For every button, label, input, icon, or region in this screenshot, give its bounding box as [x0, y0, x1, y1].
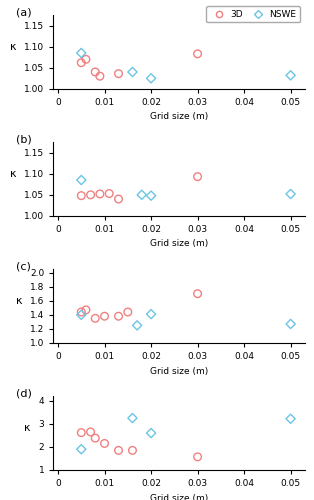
Text: (c): (c) [16, 262, 30, 272]
Text: (b): (b) [16, 134, 31, 144]
Point [88, 428, 93, 436]
Point [102, 440, 107, 448]
Point [79, 311, 84, 319]
X-axis label: Grid size (m): Grid size (m) [150, 494, 208, 500]
Point [79, 428, 84, 436]
Point [79, 445, 84, 453]
Point [116, 70, 121, 78]
Y-axis label: κ: κ [10, 42, 16, 52]
Point [149, 74, 154, 82]
Point [195, 172, 200, 180]
Point [195, 290, 200, 298]
Y-axis label: κ: κ [16, 296, 22, 306]
Point [149, 192, 154, 200]
Point [288, 190, 293, 198]
Point [125, 308, 130, 316]
Point [116, 446, 121, 454]
Point [79, 49, 84, 57]
Point [130, 414, 135, 422]
Point [288, 320, 293, 328]
Point [288, 72, 293, 80]
Point [97, 72, 102, 80]
Point [130, 446, 135, 454]
Point [93, 314, 98, 322]
X-axis label: Grid size (m): Grid size (m) [150, 112, 208, 122]
X-axis label: Grid size (m): Grid size (m) [150, 366, 208, 376]
Point [97, 190, 102, 198]
Point [84, 306, 89, 314]
X-axis label: Grid size (m): Grid size (m) [150, 240, 208, 248]
Point [79, 58, 84, 66]
Point [195, 50, 200, 58]
Text: (a): (a) [16, 8, 31, 18]
Legend: 3D, NSWE: 3D, NSWE [206, 6, 300, 22]
Point [135, 322, 140, 330]
Point [79, 308, 84, 316]
Point [93, 434, 98, 442]
Point [149, 429, 154, 437]
Point [102, 312, 107, 320]
Point [88, 191, 93, 199]
Point [149, 310, 154, 318]
Y-axis label: κ: κ [24, 423, 31, 433]
Point [84, 56, 89, 64]
Point [130, 68, 135, 76]
Point [116, 195, 121, 203]
Point [139, 191, 144, 199]
Point [79, 176, 84, 184]
Point [107, 190, 112, 198]
Point [116, 312, 121, 320]
Point [195, 453, 200, 461]
Y-axis label: κ: κ [10, 169, 16, 179]
Text: (d): (d) [16, 388, 32, 398]
Point [93, 68, 98, 76]
Point [79, 192, 84, 200]
Point [288, 415, 293, 423]
